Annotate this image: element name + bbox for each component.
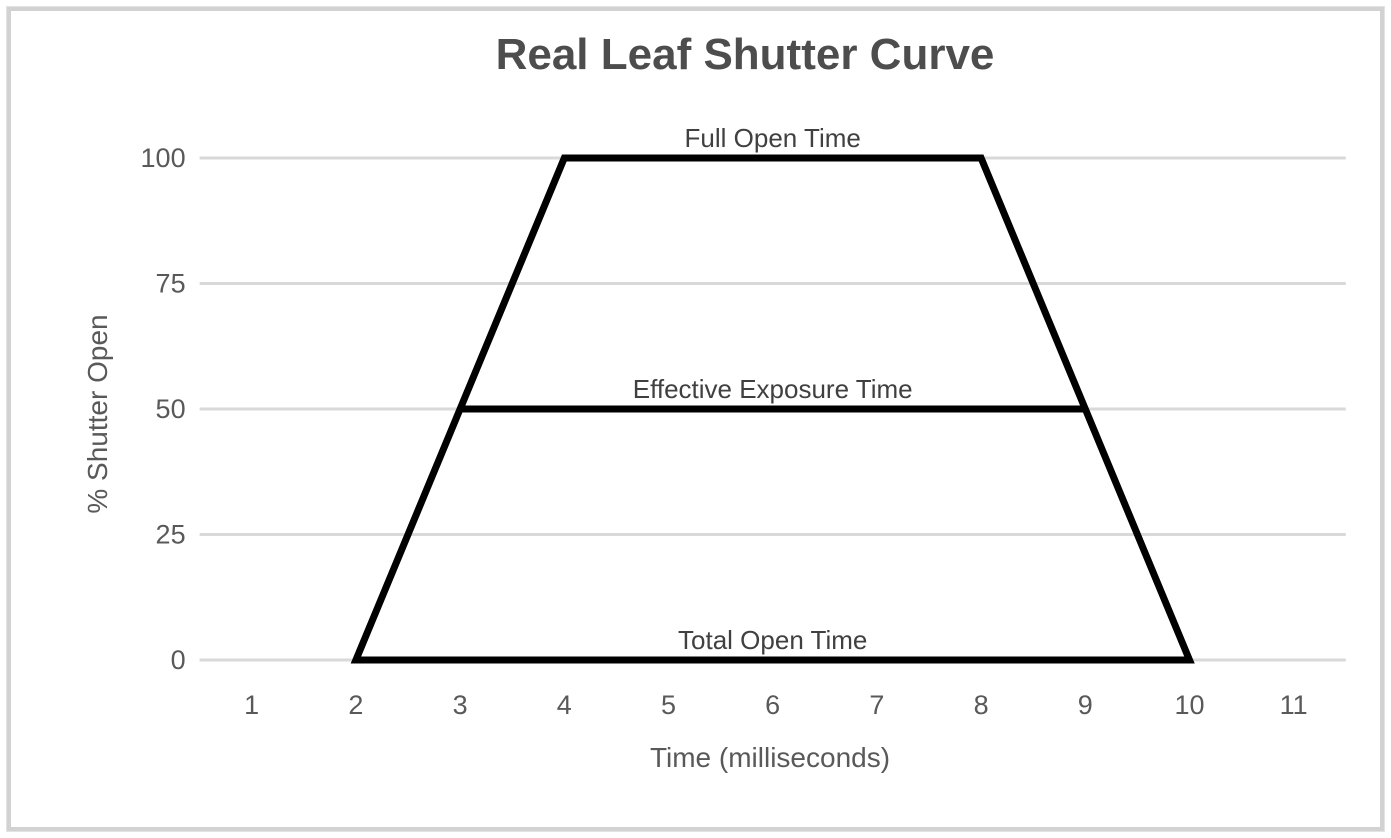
x-axis-title: Time (milliseconds) [649, 742, 891, 773]
annotation-label: Total Open Time [678, 625, 867, 655]
x-tick-label: 3 [453, 690, 468, 720]
y-axis-title: % Shutter Open [82, 314, 113, 514]
y-tick-label: 0 [171, 645, 186, 675]
x-tick-label: 9 [1078, 690, 1093, 720]
x-tick-label: 11 [1280, 690, 1308, 720]
y-tick-label: 50 [156, 394, 186, 424]
y-tick-label: 75 [156, 269, 186, 299]
x-tick-label: 7 [869, 690, 884, 720]
x-tick-label: 4 [557, 690, 572, 720]
x-tick-label: 2 [348, 690, 363, 720]
x-tick-label: 10 [1174, 690, 1204, 720]
chart-border-frame [7, 7, 1384, 831]
y-tick-label: 25 [156, 520, 186, 550]
x-tick-label: 8 [974, 690, 989, 720]
x-tick-label: 5 [661, 690, 676, 720]
x-tick-label: 6 [765, 690, 780, 720]
annotation-label: Full Open Time [685, 123, 861, 153]
x-tick-label: 1 [244, 690, 259, 720]
annotation-label: Effective Exposure Time [633, 374, 913, 404]
shutter-curve [350, 154, 1195, 664]
y-tick-label: 100 [141, 143, 186, 173]
chart-title: Real Leaf Shutter Curve [495, 30, 995, 79]
